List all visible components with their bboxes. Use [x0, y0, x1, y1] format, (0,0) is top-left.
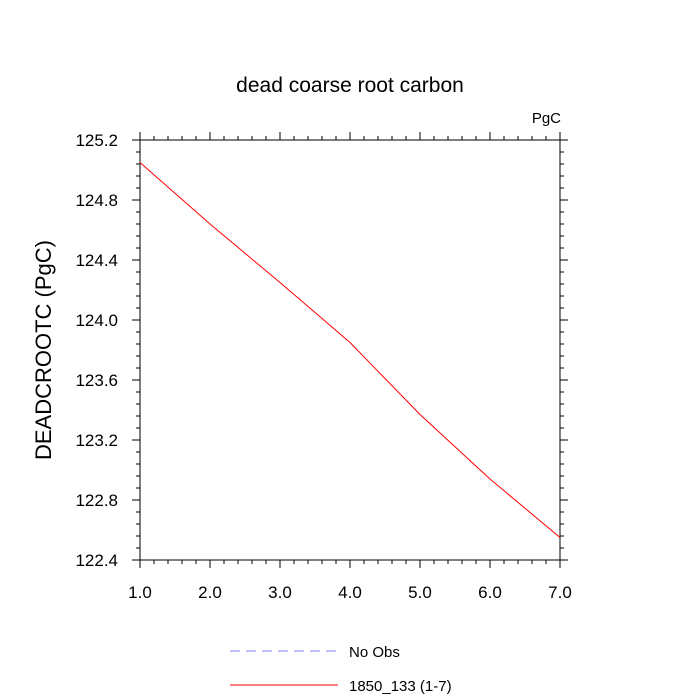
units-label: PgC [532, 110, 561, 127]
y-tick-label: 124.8 [75, 191, 118, 210]
plot-frame [139, 139, 561, 561]
axis-tick-labels: 1.0 2.0 3.0 4.0 5.0 6.0 7.0 122.4 122.8 123.2 123.… [75, 131, 571, 602]
x-tick-label: 5.0 [408, 583, 432, 602]
y-tick-label: 123.6 [75, 371, 118, 390]
y-axis-label: DEADCROOTC (PgC) [31, 240, 56, 460]
x-tick-label: 1.0 [128, 583, 152, 602]
y-tick-label: 122.4 [75, 551, 118, 570]
y-tick-label: 123.2 [75, 431, 118, 450]
y-tick-label: 124.0 [75, 311, 118, 330]
y-tick-label: 125.2 [75, 131, 118, 150]
y-tick-label: 124.4 [75, 251, 118, 270]
legend-label: 1850_133 (1-7) [349, 678, 452, 695]
x-tick-label: 4.0 [338, 583, 362, 602]
x-tick-label: 3.0 [268, 583, 292, 602]
legend: No Obs 1850_133 (1-7) [230, 644, 452, 695]
chart-title: dead coarse root carbon [236, 74, 464, 97]
x-tick-label: 7.0 [548, 583, 572, 602]
series-lines [139, 162, 561, 538]
series-line-1 [139, 162, 561, 538]
y-tick-label: 122.8 [75, 491, 118, 510]
axis-ticks [132, 132, 568, 568]
legend-label: No Obs [349, 644, 400, 661]
x-tick-label: 6.0 [478, 583, 502, 602]
x-tick-label: 2.0 [198, 583, 222, 602]
